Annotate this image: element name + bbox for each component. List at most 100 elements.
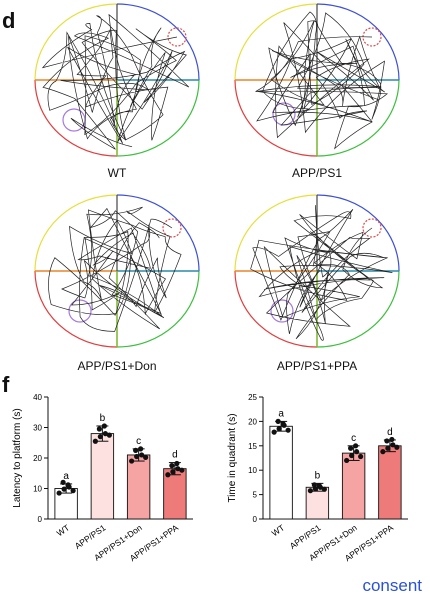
bar <box>269 425 293 520</box>
data-point <box>179 467 185 473</box>
y-tick-label: 30 <box>33 424 42 433</box>
chart-axes: 0 5 10 15 20 25 Time in quadrant (s) <box>227 393 408 524</box>
data-point <box>70 488 76 494</box>
pool-label-app-ps1-ppa: APP/PS1+PPA <box>276 359 358 373</box>
data-point <box>134 453 140 460</box>
data-point <box>60 479 66 485</box>
pool-rim-bottom-right <box>116 270 200 348</box>
platform-target-circle <box>167 27 187 47</box>
data-point <box>385 445 391 451</box>
pool-rim-bottom-right <box>116 79 200 157</box>
data-point <box>143 454 149 460</box>
bar <box>90 433 115 520</box>
swim-trajectory <box>250 205 393 341</box>
y-tick-label: 10 <box>248 466 257 475</box>
data-point <box>276 426 282 432</box>
pool-wt <box>34 3 200 157</box>
data-point <box>133 447 139 453</box>
panel-label-f: f <box>2 372 10 397</box>
pool-rim-top-right <box>116 194 200 272</box>
y-tick-label: 10 <box>33 485 42 494</box>
data-point <box>280 421 286 427</box>
y-tick-label: 0 <box>38 515 43 524</box>
data-point <box>389 436 395 443</box>
data-point <box>65 482 71 488</box>
pool-label-app-ps1: APP/PS1 <box>291 166 343 180</box>
bar <box>341 452 366 520</box>
y-tick-label: 40 <box>33 393 42 402</box>
swim-trajectory <box>255 11 388 150</box>
significance-letter: c <box>351 433 356 444</box>
data-point <box>353 443 359 449</box>
swim-trajectory <box>41 13 190 150</box>
data-point <box>394 444 400 450</box>
pool-rim-top-left <box>34 194 118 272</box>
pool-app-ps1 <box>234 3 400 157</box>
y-tick-label: 20 <box>248 417 257 426</box>
pool-rim-bottom-right <box>316 270 400 348</box>
y-tick-label: 0 <box>253 515 258 524</box>
data-point <box>271 429 277 435</box>
data-point <box>169 463 175 469</box>
significance-letter: c <box>136 436 141 447</box>
significance-letter: a <box>278 408 284 419</box>
data-point <box>390 442 396 448</box>
data-point <box>165 472 171 478</box>
data-point <box>349 452 355 459</box>
start-zone-circle <box>68 299 92 323</box>
data-point <box>380 449 386 455</box>
bar <box>378 445 402 520</box>
pool-rim-top-right <box>116 3 200 81</box>
data-point <box>348 445 354 451</box>
data-point <box>174 460 180 467</box>
data-point <box>170 469 176 475</box>
x-tick-label: WT <box>55 522 72 538</box>
data-point <box>354 449 360 455</box>
pool-rim-bottom-left <box>34 79 118 157</box>
y-tick-label: 25 <box>248 393 257 402</box>
x-tick-label: WT <box>270 522 287 538</box>
data-point <box>285 427 291 433</box>
data-point <box>139 452 145 458</box>
y-tick-label: 20 <box>33 454 42 463</box>
data-point <box>97 434 103 440</box>
pool-rim-bottom-left <box>234 270 318 348</box>
pool-label-app-ps1-don: APP/PS1+Don <box>77 359 157 373</box>
pool-rim-bottom-right <box>316 79 400 157</box>
significance-letter: a <box>63 471 69 482</box>
data-point <box>344 457 350 464</box>
start-zone-circle <box>270 299 294 323</box>
pool-rim-top-left <box>34 3 118 81</box>
data-point <box>61 486 67 492</box>
data-point <box>56 490 62 496</box>
platform-target-circle <box>162 218 182 238</box>
data-point <box>275 418 281 424</box>
data-point <box>138 446 144 452</box>
panel-label-d: d <box>2 8 16 33</box>
pool-rim-bottom-left <box>34 270 118 348</box>
swim-trajectory <box>48 206 182 332</box>
y-tick-label: 15 <box>248 442 257 451</box>
pool-rim-top-left <box>234 194 318 272</box>
data-point <box>101 423 107 429</box>
data-point <box>92 438 98 444</box>
data-point <box>384 438 390 444</box>
data-point <box>102 431 108 437</box>
data-point <box>175 466 181 472</box>
y-axis-label: Time in quadrant (s) <box>227 413 238 502</box>
data-point <box>106 432 112 438</box>
pool-app-ps1-don <box>34 194 200 348</box>
data-point <box>129 458 135 464</box>
pool-label-wt: WT <box>107 166 127 180</box>
bar <box>126 454 151 520</box>
data-point <box>321 486 327 492</box>
pool-rim-top-right <box>316 3 400 81</box>
significance-letter: d <box>387 427 393 438</box>
pool-app-ps1-ppa <box>234 194 400 348</box>
consent-link[interactable]: consent <box>362 576 422 595</box>
data-point <box>311 482 317 488</box>
data-point <box>358 453 364 460</box>
pool-rim-top-right <box>316 194 400 272</box>
